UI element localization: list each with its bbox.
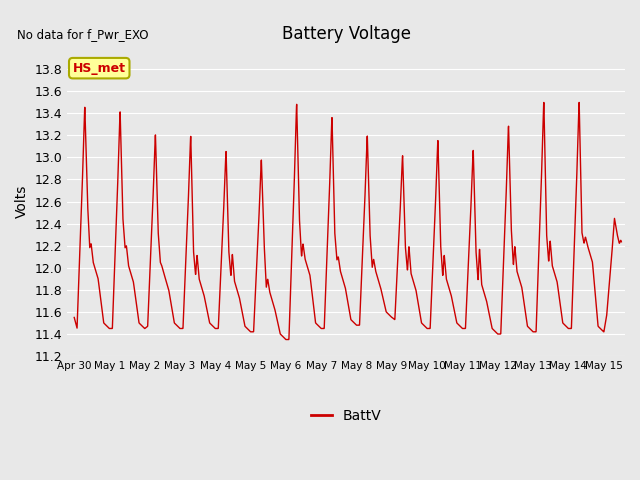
- Text: HS_met: HS_met: [73, 61, 125, 75]
- Legend: BattV: BattV: [305, 403, 387, 428]
- Title: Battery Voltage: Battery Voltage: [282, 24, 410, 43]
- Text: No data for f_Pwr_EXO: No data for f_Pwr_EXO: [17, 28, 148, 41]
- Y-axis label: Volts: Volts: [15, 185, 29, 218]
